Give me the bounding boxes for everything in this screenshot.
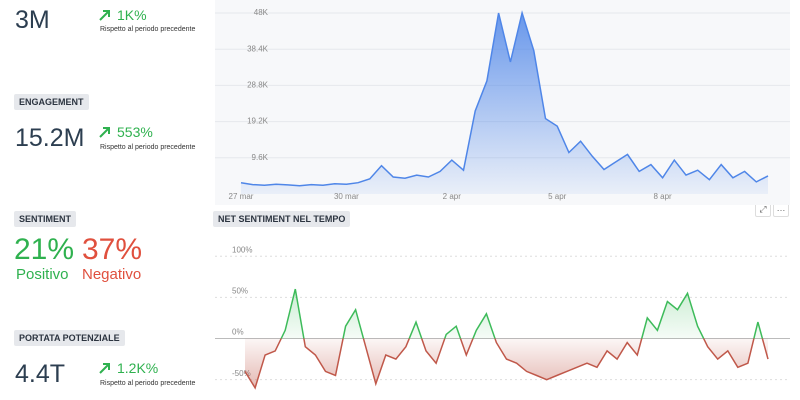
chart-title: NET SENTIMENT NEL TEMPO	[213, 211, 351, 227]
y-tick-label: 38.4K	[247, 44, 269, 53]
metric-note: Rispetto al periodo precedente	[100, 380, 196, 387]
y-tick-label: -50%	[232, 369, 251, 378]
x-tick-label: 2 apr	[443, 192, 462, 201]
metric-note: Rispetto al periodo precedente	[100, 144, 196, 151]
metric-value: 4.4T	[15, 360, 66, 388]
sentiment-fill	[245, 289, 768, 388]
section-label: PORTATA POTENZIALE	[14, 330, 125, 346]
up-arrow	[99, 363, 110, 374]
y-tick-label: 0%	[232, 328, 244, 337]
area-fill	[241, 13, 768, 194]
area-line	[240, 10, 769, 187]
metric-change: 1.2K%	[117, 360, 159, 376]
metric-change: 1K%	[117, 7, 147, 23]
y-tick-label: 28.8K	[247, 81, 269, 90]
up-arrow	[99, 10, 110, 21]
metric-note: Rispetto al periodo precedente	[100, 26, 196, 33]
metric-value: 3M	[15, 6, 50, 34]
y-tick-label: 9.6K	[252, 153, 269, 162]
y-tick-label: 19.2K	[247, 117, 269, 126]
y-tick-label: 50%	[232, 286, 248, 295]
x-tick-label: 5 apr	[548, 192, 567, 201]
up-arrow	[99, 127, 110, 138]
sentiment-line	[244, 288, 769, 390]
y-tick-label: 100%	[232, 245, 252, 254]
x-tick-label: 27 mar	[229, 192, 254, 201]
x-tick-label: 30 mar	[334, 192, 359, 201]
section-label: SENTIMENT	[14, 211, 77, 227]
y-tick-label: 48K	[254, 8, 269, 17]
x-tick-label: 8 apr	[653, 192, 672, 201]
negative-label: Negativo	[82, 266, 142, 283]
negative-value: 37%	[82, 233, 143, 266]
metric-value: 15.2M	[15, 124, 85, 152]
metric-change: 553%	[117, 124, 153, 140]
positive-label: Positivo	[16, 266, 69, 283]
section-label: ENGAGEMENT	[14, 94, 89, 110]
positive-value: 21%	[14, 233, 75, 266]
